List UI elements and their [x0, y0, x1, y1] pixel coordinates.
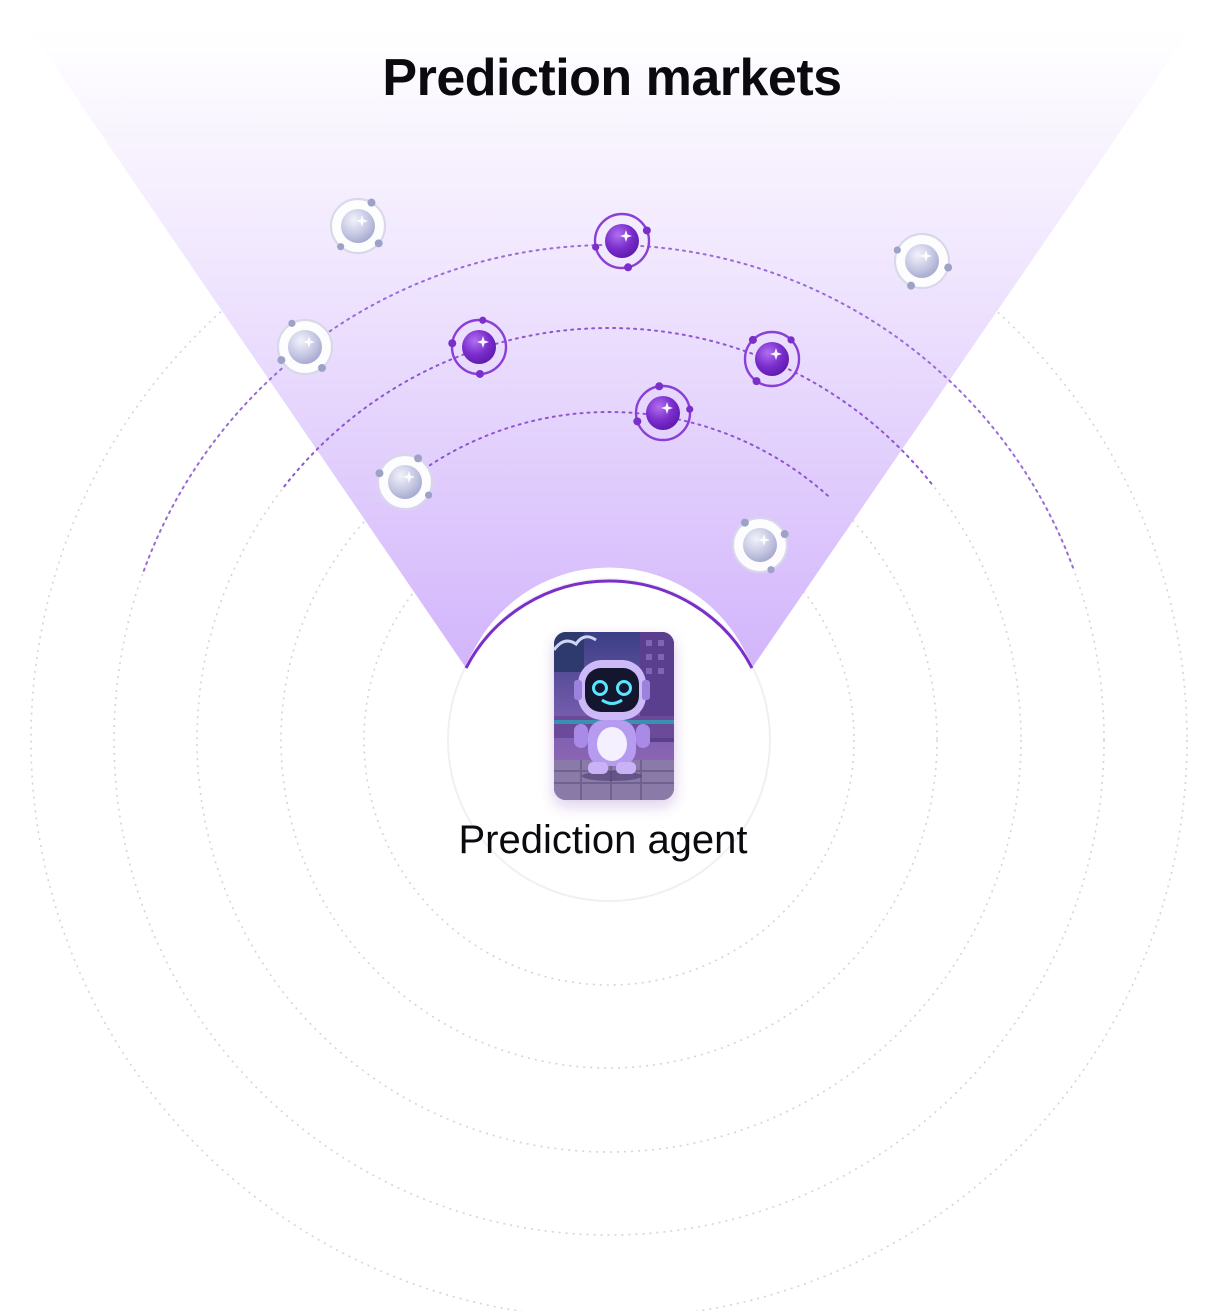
agent-arc	[464, 579, 754, 669]
market-node-active	[592, 212, 651, 272]
market-node-active	[448, 316, 508, 378]
market-node-inactive	[329, 197, 387, 255]
market-node-active	[743, 330, 801, 388]
market-node-inactive	[276, 318, 334, 376]
agent-label: Prediction agent	[458, 818, 748, 862]
market-node-active	[633, 382, 694, 442]
market-arc-3	[406, 411, 830, 498]
market-node-inactive	[375, 453, 434, 511]
market-nodes	[276, 197, 953, 574]
ring-1	[363, 494, 855, 986]
market-node-inactive	[893, 232, 953, 290]
ring-2	[280, 411, 938, 1069]
market-cone	[30, 30, 1190, 668]
diagram-title: Prediction markets	[382, 49, 842, 107]
market-arc-2	[283, 327, 935, 488]
robot-agent-picture	[554, 632, 674, 800]
market-node-inactive	[731, 516, 789, 574]
